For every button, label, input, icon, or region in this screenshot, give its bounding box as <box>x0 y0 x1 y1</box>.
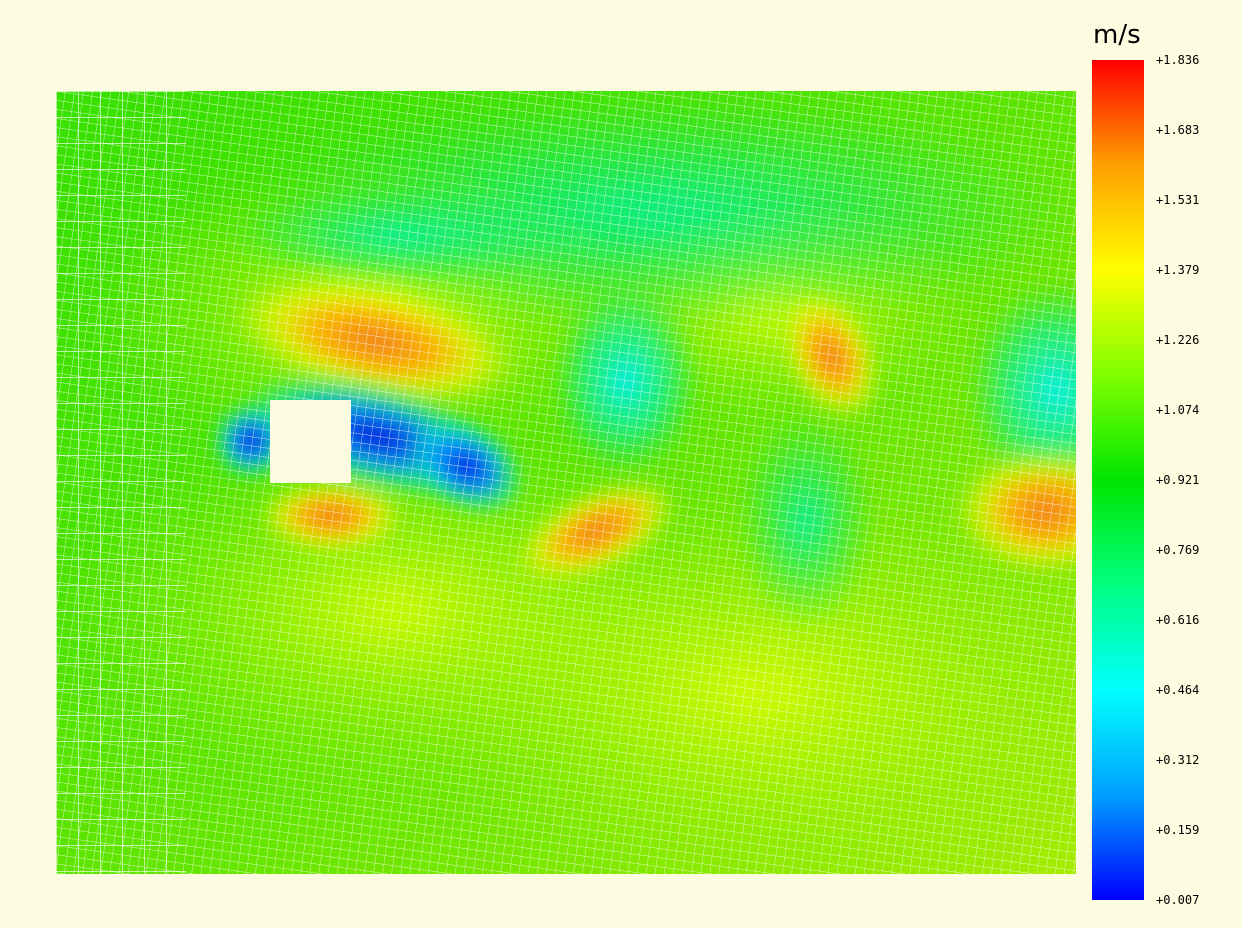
colorbar-tick-label: +0.616 <box>1156 613 1200 627</box>
colorbar-tick-label: +0.769 <box>1156 543 1200 557</box>
colorbar-tick-label: +1.531 <box>1156 193 1200 207</box>
colorbar-tick-label: +1.074 <box>1156 403 1200 417</box>
velocity-field-plot <box>56 91 1076 874</box>
colorbar-tick-label: +1.683 <box>1156 123 1200 137</box>
colorbar-tick-label: +1.836 <box>1156 53 1200 67</box>
colorbar-tick-label: +0.007 <box>1156 893 1200 907</box>
square-obstacle <box>270 400 351 483</box>
colorbar <box>1092 60 1146 900</box>
colorbar-tick-label: +0.159 <box>1156 823 1200 837</box>
colorbar-tick-label: +0.464 <box>1156 683 1200 697</box>
velocity-field-svg <box>56 91 1076 874</box>
colorbar-tick-label: +0.921 <box>1156 473 1200 487</box>
colorbar-tick-label: +1.226 <box>1156 333 1200 347</box>
mesh-overlay <box>56 91 1076 874</box>
colorbar-gradient <box>1092 60 1144 900</box>
colorbar-tick-label: +0.312 <box>1156 753 1200 767</box>
colorbar-unit-label: m/s <box>1093 20 1141 50</box>
mesh-coarse-inlet <box>56 91 186 874</box>
colorbar-tick-label: +1.379 <box>1156 263 1200 277</box>
